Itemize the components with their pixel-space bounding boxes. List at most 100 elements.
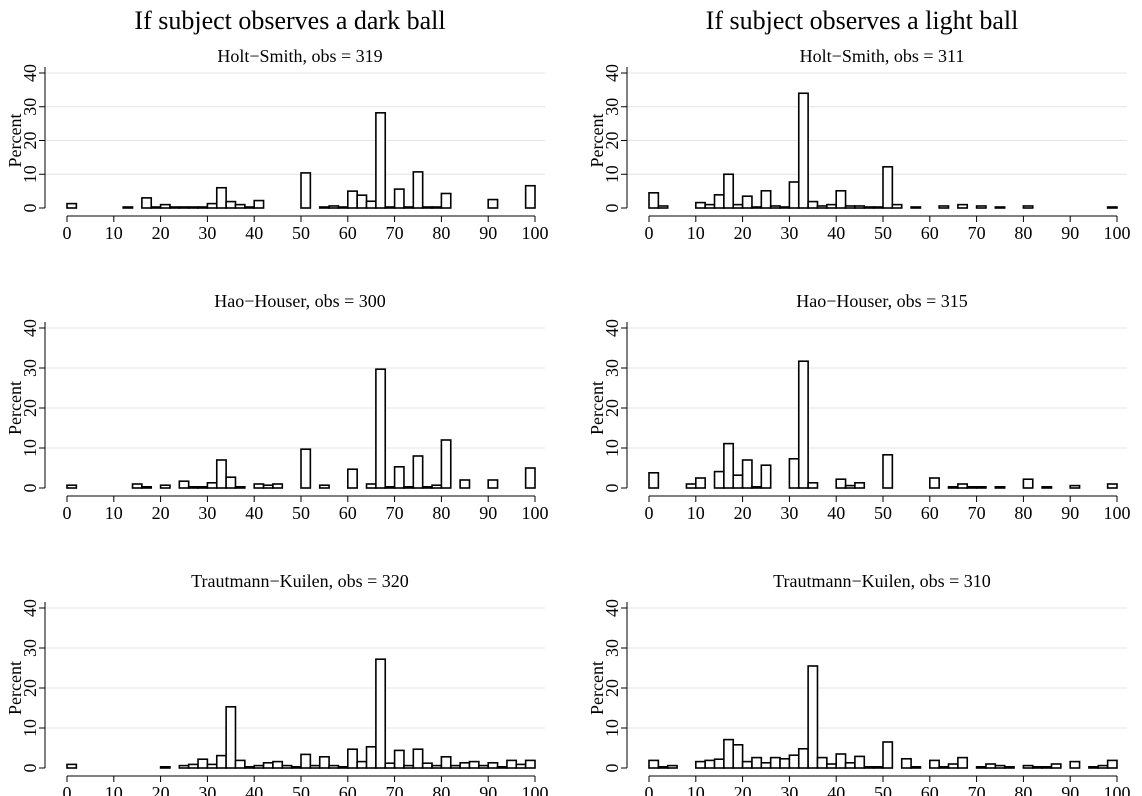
histogram-bar — [300, 172, 312, 209]
histogram-bar — [816, 205, 828, 209]
x-tick-label: 100 — [522, 503, 549, 523]
histogram-bar — [713, 758, 725, 769]
histogram-panel-holt-smith-light: Holt−Smith, obs = 311 0 10 20 30 40 Percent 0 10… — [587, 46, 1131, 243]
histogram-bar — [723, 173, 735, 209]
histogram-bar — [1003, 766, 1015, 769]
histogram-bar — [657, 205, 669, 209]
histogram-bar — [826, 203, 837, 209]
histogram-bar — [760, 464, 772, 489]
histogram-bar — [928, 477, 940, 489]
x-tick-label: 0 — [63, 223, 72, 243]
x-tick-label: 100 — [522, 783, 549, 796]
histogram-bar — [779, 206, 791, 209]
y-tick-label: 30 — [20, 639, 40, 657]
x-tick-label: 50 — [292, 783, 310, 796]
histogram-bar — [1106, 483, 1118, 489]
y-tick-label: 0 — [602, 484, 622, 493]
histogram-bar — [337, 766, 349, 769]
histogram-bar — [178, 206, 190, 209]
histogram-bar — [393, 188, 405, 209]
x-tick-label: 100 — [1104, 223, 1131, 243]
x-tick-label: 0 — [63, 503, 72, 523]
histogram-bar — [225, 706, 237, 769]
histogram-bar — [695, 477, 706, 489]
x-tick-label: 30 — [780, 783, 798, 796]
panel-title: Hao−Houser, obs = 300 — [214, 291, 386, 311]
x-tick-label: 50 — [874, 783, 892, 796]
histogram-bar — [346, 748, 358, 769]
histogram-bar — [487, 762, 499, 769]
y-tick-label: 0 — [602, 764, 622, 773]
histogram-bar — [947, 763, 959, 769]
histogram-panel-hao-houser-dark: Hao−Houser, obs = 300 0 10 20 30 40 Percent 0 10… — [5, 291, 549, 523]
histogram-bar — [524, 467, 536, 489]
histogram-bar — [741, 760, 753, 769]
x-tick-label: 30 — [780, 503, 798, 523]
histogram-bar — [449, 764, 461, 769]
x-tick-label: 40 — [245, 783, 263, 796]
histogram-bar — [695, 760, 706, 769]
histogram-bar — [826, 763, 837, 769]
histogram-bar — [375, 658, 387, 769]
histogram-panel-holt-smith-dark: Holt−Smith, obs = 319 0 10 20 30 40 Percent 0 10… — [5, 46, 549, 243]
histogram-bar — [234, 486, 246, 489]
histogram-bar — [66, 484, 78, 489]
histogram-bar — [524, 759, 536, 769]
histogram-bar — [337, 206, 349, 209]
histogram-bar — [178, 480, 190, 489]
histogram-bar — [234, 759, 246, 769]
histogram-bar — [253, 483, 265, 489]
histogram-bar — [141, 197, 153, 209]
histogram-bar — [1022, 205, 1034, 209]
y-tick-label: 40 — [602, 319, 622, 337]
x-tick-label: 30 — [198, 503, 216, 523]
histogram-bar — [891, 203, 903, 209]
x-tick-label: 70 — [386, 223, 404, 243]
y-tick-label: 10 — [602, 165, 622, 183]
y-tick-label: 30 — [602, 639, 622, 657]
x-tick-label: 50 — [292, 503, 310, 523]
x-tick-label: 40 — [245, 503, 263, 523]
histogram-bar — [994, 764, 1006, 769]
x-tick-label: 90 — [479, 223, 497, 243]
histogram-bar — [440, 192, 452, 209]
x-tick-label: 50 — [874, 503, 892, 523]
histogram-bar — [966, 486, 978, 489]
x-tick-label: 30 — [198, 783, 216, 796]
histogram-bar — [723, 442, 735, 489]
y-tick-label: 30 — [602, 359, 622, 377]
y-tick-label: 40 — [602, 599, 622, 617]
histogram-bar — [957, 483, 969, 489]
histogram-bar — [328, 205, 340, 209]
histogram-bar — [975, 205, 987, 209]
histogram-bar — [666, 764, 678, 769]
histogram-bar — [403, 764, 415, 769]
x-tick-label: 30 — [198, 223, 216, 243]
x-tick-label: 0 — [645, 503, 654, 523]
panel-title: Holt−Smith, obs = 311 — [800, 46, 965, 66]
column-title-dark: If subject observes a dark ball — [134, 6, 446, 35]
histogram-bar — [431, 764, 443, 769]
histogram-bar — [1088, 766, 1100, 769]
x-tick-label: 40 — [245, 223, 263, 243]
x-tick-label: 10 — [105, 503, 123, 523]
histogram-bar — [215, 186, 227, 209]
x-tick-label: 60 — [921, 783, 939, 796]
histogram-bar — [685, 483, 697, 489]
histogram-bar — [384, 486, 396, 489]
x-tick-label: 70 — [968, 783, 986, 796]
histogram-bar — [938, 766, 950, 769]
y-tick-label: 20 — [20, 132, 40, 150]
histogram-bar — [244, 206, 255, 209]
x-tick-label: 70 — [968, 223, 986, 243]
histogram-bar — [197, 486, 209, 489]
x-tick-label: 20 — [152, 503, 170, 523]
x-tick-label: 60 — [339, 503, 357, 523]
histogram-bar — [985, 763, 997, 769]
histogram-bar — [412, 748, 424, 769]
histogram-bar — [854, 482, 866, 489]
histogram-bar — [393, 466, 405, 489]
y-tick-label: 30 — [20, 98, 40, 116]
histogram-bar — [657, 766, 669, 769]
histogram-bar — [769, 205, 781, 209]
